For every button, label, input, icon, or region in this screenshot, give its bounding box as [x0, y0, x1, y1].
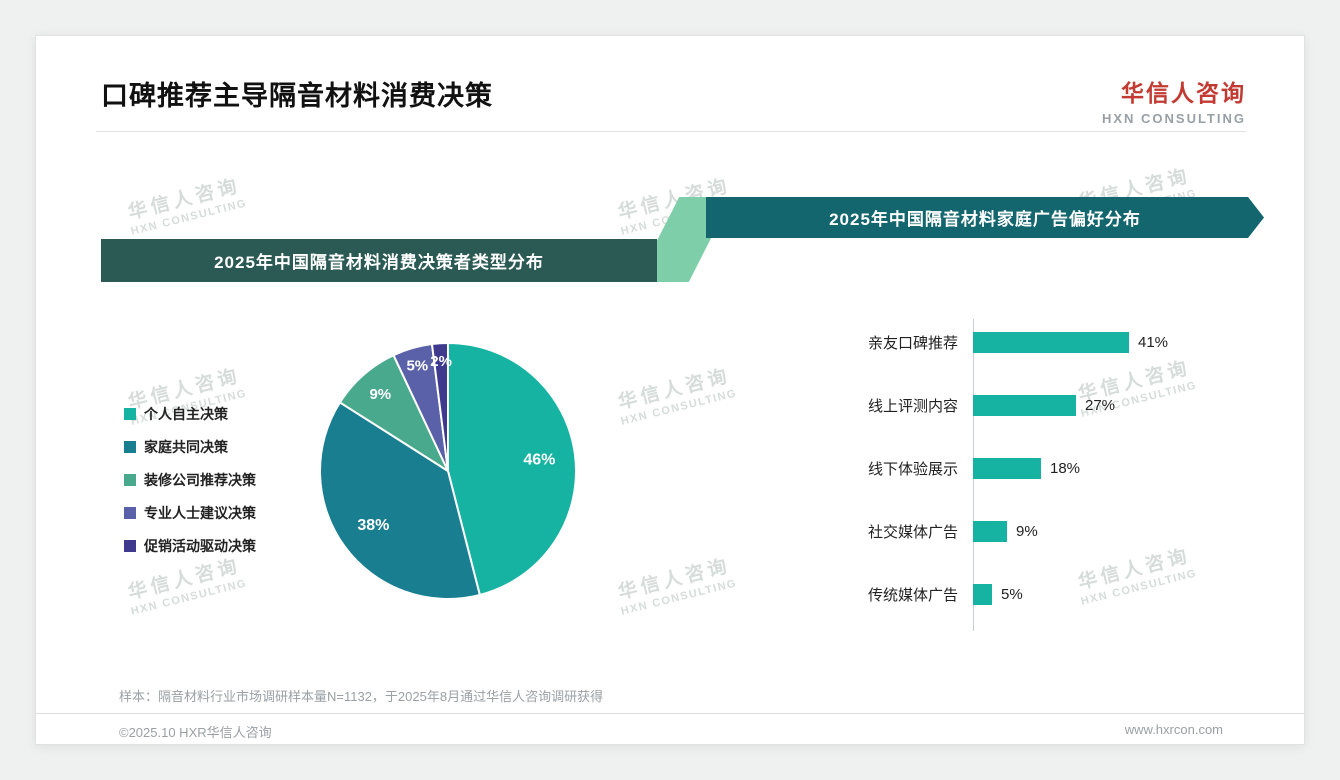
pie-slice-label: 2% — [430, 353, 452, 370]
legend-label: 专业人士建议决策 — [144, 505, 256, 521]
watermark-text-en: HXN CONSULTING — [619, 387, 739, 428]
bar-category-label: 亲友口碑推荐 — [867, 335, 958, 352]
watermark-text-en: HXN CONSULTING — [129, 197, 249, 238]
bar-category-label: 线上评测内容 — [867, 398, 958, 415]
header: 口碑推荐主导隔音材料消费决策 华信人咨询 HXN CONSULTING — [101, 74, 1246, 126]
legend-swatch — [124, 408, 136, 420]
pie-slice-label: 9% — [369, 386, 391, 403]
pie-slice-label: 5% — [406, 357, 428, 374]
pie-legend: 个人自主决策 家庭共同决策装修公司推荐决策 专业人士建议决策 促销活动驱动决策 — [124, 404, 256, 556]
watermark-text-cn: 华信人咨询 — [126, 555, 243, 604]
bar — [973, 395, 1076, 416]
bar — [973, 458, 1041, 479]
bar-track: 9% — [973, 521, 1038, 542]
bar-row: 社交媒体广告 9% — [826, 500, 1266, 563]
legend-swatch — [124, 474, 136, 486]
bar-category-label: 线下体验展示 — [867, 461, 958, 478]
watermark-text-en: HXN CONSULTING — [619, 577, 739, 618]
bar-value: 5% — [1001, 586, 1023, 603]
pie-svg: 46% 38% 9% 5% 2% — [319, 342, 577, 600]
legend-item: 专业人士建议决策 — [124, 503, 256, 523]
bar-track: 41% — [973, 332, 1168, 353]
website-url: www.hxrcon.com — [1124, 722, 1223, 737]
bar-chart-title: 2025年中国隔音材料家庭广告偏好分布 — [829, 210, 1141, 229]
bar-row: 亲友口碑推荐 41% — [826, 311, 1266, 374]
pie-slice — [430, 342, 449, 472]
bar-value: 9% — [1016, 523, 1038, 540]
page-title: 口碑推荐主导隔音材料消费决策 — [101, 81, 493, 111]
logo-text-cn: 华信人咨询 — [1121, 80, 1246, 106]
watermark-text-cn: 华信人咨询 — [126, 175, 243, 224]
pie-slice-label: 46% — [523, 451, 555, 468]
legend-swatch — [124, 540, 136, 552]
header-divider — [96, 131, 1246, 132]
legend-swatch — [124, 441, 136, 453]
bar — [973, 521, 1007, 542]
pie-slice-label: 38% — [357, 517, 389, 534]
bar-row: 线上评测内容 27% — [826, 374, 1266, 437]
bar-value: 27% — [1085, 397, 1116, 414]
legend-swatch — [124, 507, 136, 519]
watermark-text-cn: 华信人咨询 — [616, 555, 733, 604]
bar — [973, 332, 1129, 353]
bar-value: 41% — [1138, 334, 1169, 351]
legend-item: 个人自主决策 — [124, 404, 256, 424]
legend-item: 家庭共同决策 — [124, 437, 256, 457]
bar-row: 传统媒体广告 5% — [826, 563, 1266, 626]
copyright-text: ©2025.10 HXR华信人咨询 — [119, 725, 272, 740]
watermark-text-cn: 华信人咨询 — [616, 365, 733, 414]
bar-track: 5% — [973, 584, 1023, 605]
bar-row: 线下体验展示 18% — [826, 437, 1266, 500]
bar-track: 18% — [973, 458, 1080, 479]
legend-label: 个人自主决策 — [144, 406, 228, 422]
legend-label: 家庭共同决策 — [144, 439, 228, 455]
bar-category-label: 社交媒体广告 — [867, 524, 958, 541]
pie-chart-title: 2025年中国隔音材料消费决策者类型分布 — [214, 253, 544, 272]
pie-chart-title-banner: 2025年中国隔音材料消费决策者类型分布 — [101, 239, 657, 282]
bar-chart: 亲友口碑推荐 41% 线上评测内容 27% 线下体验展示 18% 社交媒体广告 9% 传统媒体广… — [826, 311, 1266, 631]
bar-chart-title-banner: 2025年中国隔音材料家庭广告偏好分布 — [706, 197, 1264, 238]
footer: ©2025.10 HXR华信人咨询 www.hxrcon.com — [119, 722, 1223, 741]
pie-slice — [319, 401, 481, 600]
watermark-text-en: HXN CONSULTING — [129, 577, 249, 618]
bar-rows: 亲友口碑推荐 41% 线上评测内容 27% 线下体验展示 18% 社交媒体广告 9% 传统媒体广… — [826, 311, 1266, 631]
legend-label: 装修公司推荐决策 — [144, 472, 256, 488]
bar-category-label: 传统媒体广告 — [867, 587, 958, 604]
legend-label: 促销活动驱动决策 — [144, 538, 256, 554]
bar-track: 27% — [973, 395, 1115, 416]
bar-value: 18% — [1050, 460, 1081, 477]
sample-note: 样本：隔音材料行业市场调研样本量N=1132，于2025年8月通过华信人咨询调研… — [119, 689, 604, 704]
legend-item: 促销活动驱动决策 — [124, 536, 256, 556]
footer-divider — [36, 713, 1304, 714]
logo-text-en: HXN CONSULTING — [1101, 111, 1246, 126]
logo: 华信人咨询 HXN CONSULTING — [1102, 74, 1246, 126]
bar — [973, 584, 992, 605]
pie-slice — [447, 342, 577, 596]
legend-item: 装修公司推荐决策 — [124, 470, 256, 490]
